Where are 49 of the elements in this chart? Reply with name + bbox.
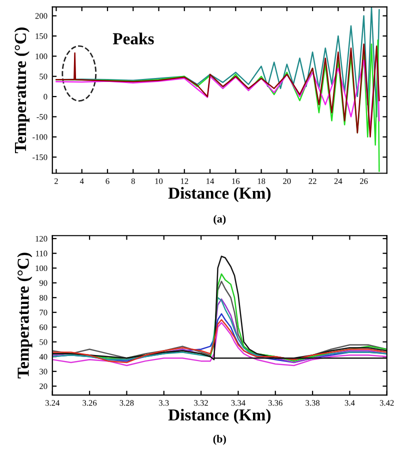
text: (b): [213, 434, 226, 445]
y-tick-label: 120: [36, 236, 48, 242]
x-tick-label: 10: [155, 178, 163, 184]
y-tick-label: 70: [40, 310, 48, 316]
x-axis-title: Distance (Km): [168, 187, 271, 202]
y-tick-label: -100: [32, 134, 48, 140]
x-tick-label: 26: [360, 178, 368, 184]
y-tick-label: 30: [40, 368, 48, 374]
annotation: Peaks: [112, 32, 154, 44]
y-tick-label: 0: [44, 94, 48, 100]
y-tick-label: 100: [36, 265, 48, 272]
x-tick-label: 3.26: [82, 400, 97, 406]
x-tick-label: 2: [54, 178, 58, 184]
x-tick-label: 4: [80, 178, 84, 184]
y-tick-label: 150: [36, 33, 48, 39]
x-tick-label: 3.36: [268, 400, 282, 406]
y-tick-label: -50: [36, 114, 48, 120]
x-tick-label: 3.34: [231, 400, 246, 406]
y-tick-label: 50: [40, 74, 48, 80]
y-tick-label: 110: [36, 250, 48, 256]
y-tick-label: 40: [39, 354, 48, 360]
x-tick-label: 3.28: [120, 400, 134, 406]
y-tick-label: 50: [40, 339, 48, 345]
x-tick-label: 22: [308, 178, 316, 184]
x-tick-label: 8: [131, 178, 135, 184]
x-tick-label: 16: [232, 178, 240, 184]
y-axis-title: Temperature (°C): [14, 28, 30, 154]
x-tick-label: 3.38: [306, 400, 320, 406]
x-tick-label: 3.42: [380, 400, 394, 406]
y-tick-label: 100: [36, 54, 48, 60]
x-tick-label: 3.3: [159, 400, 169, 406]
y-tick-label: -150: [32, 154, 48, 160]
y-tick-label: 80: [40, 294, 48, 301]
y-tick-label: 20: [40, 384, 48, 390]
x-tick-label: 12: [180, 178, 188, 184]
y-tick-label: 200: [35, 13, 48, 19]
x-tick-label: 3.4: [344, 400, 355, 406]
x-axis-title: Distance (Km): [168, 408, 271, 424]
x-tick-label: 24: [334, 178, 342, 184]
y-tick-label: 90: [39, 280, 48, 286]
text: (a): [214, 214, 226, 225]
y-axis-title: Temperature (°C): [17, 252, 32, 378]
x-tick-label: 20: [283, 178, 291, 184]
x-tick-label: 3.24: [45, 400, 60, 406]
x-tick-label: 18: [258, 178, 266, 184]
x-tick-label: 6: [106, 178, 110, 184]
x-tick-label: 14: [206, 178, 214, 184]
y-tick-label: 60: [40, 324, 48, 330]
x-tick-label: 3.32: [194, 400, 208, 406]
